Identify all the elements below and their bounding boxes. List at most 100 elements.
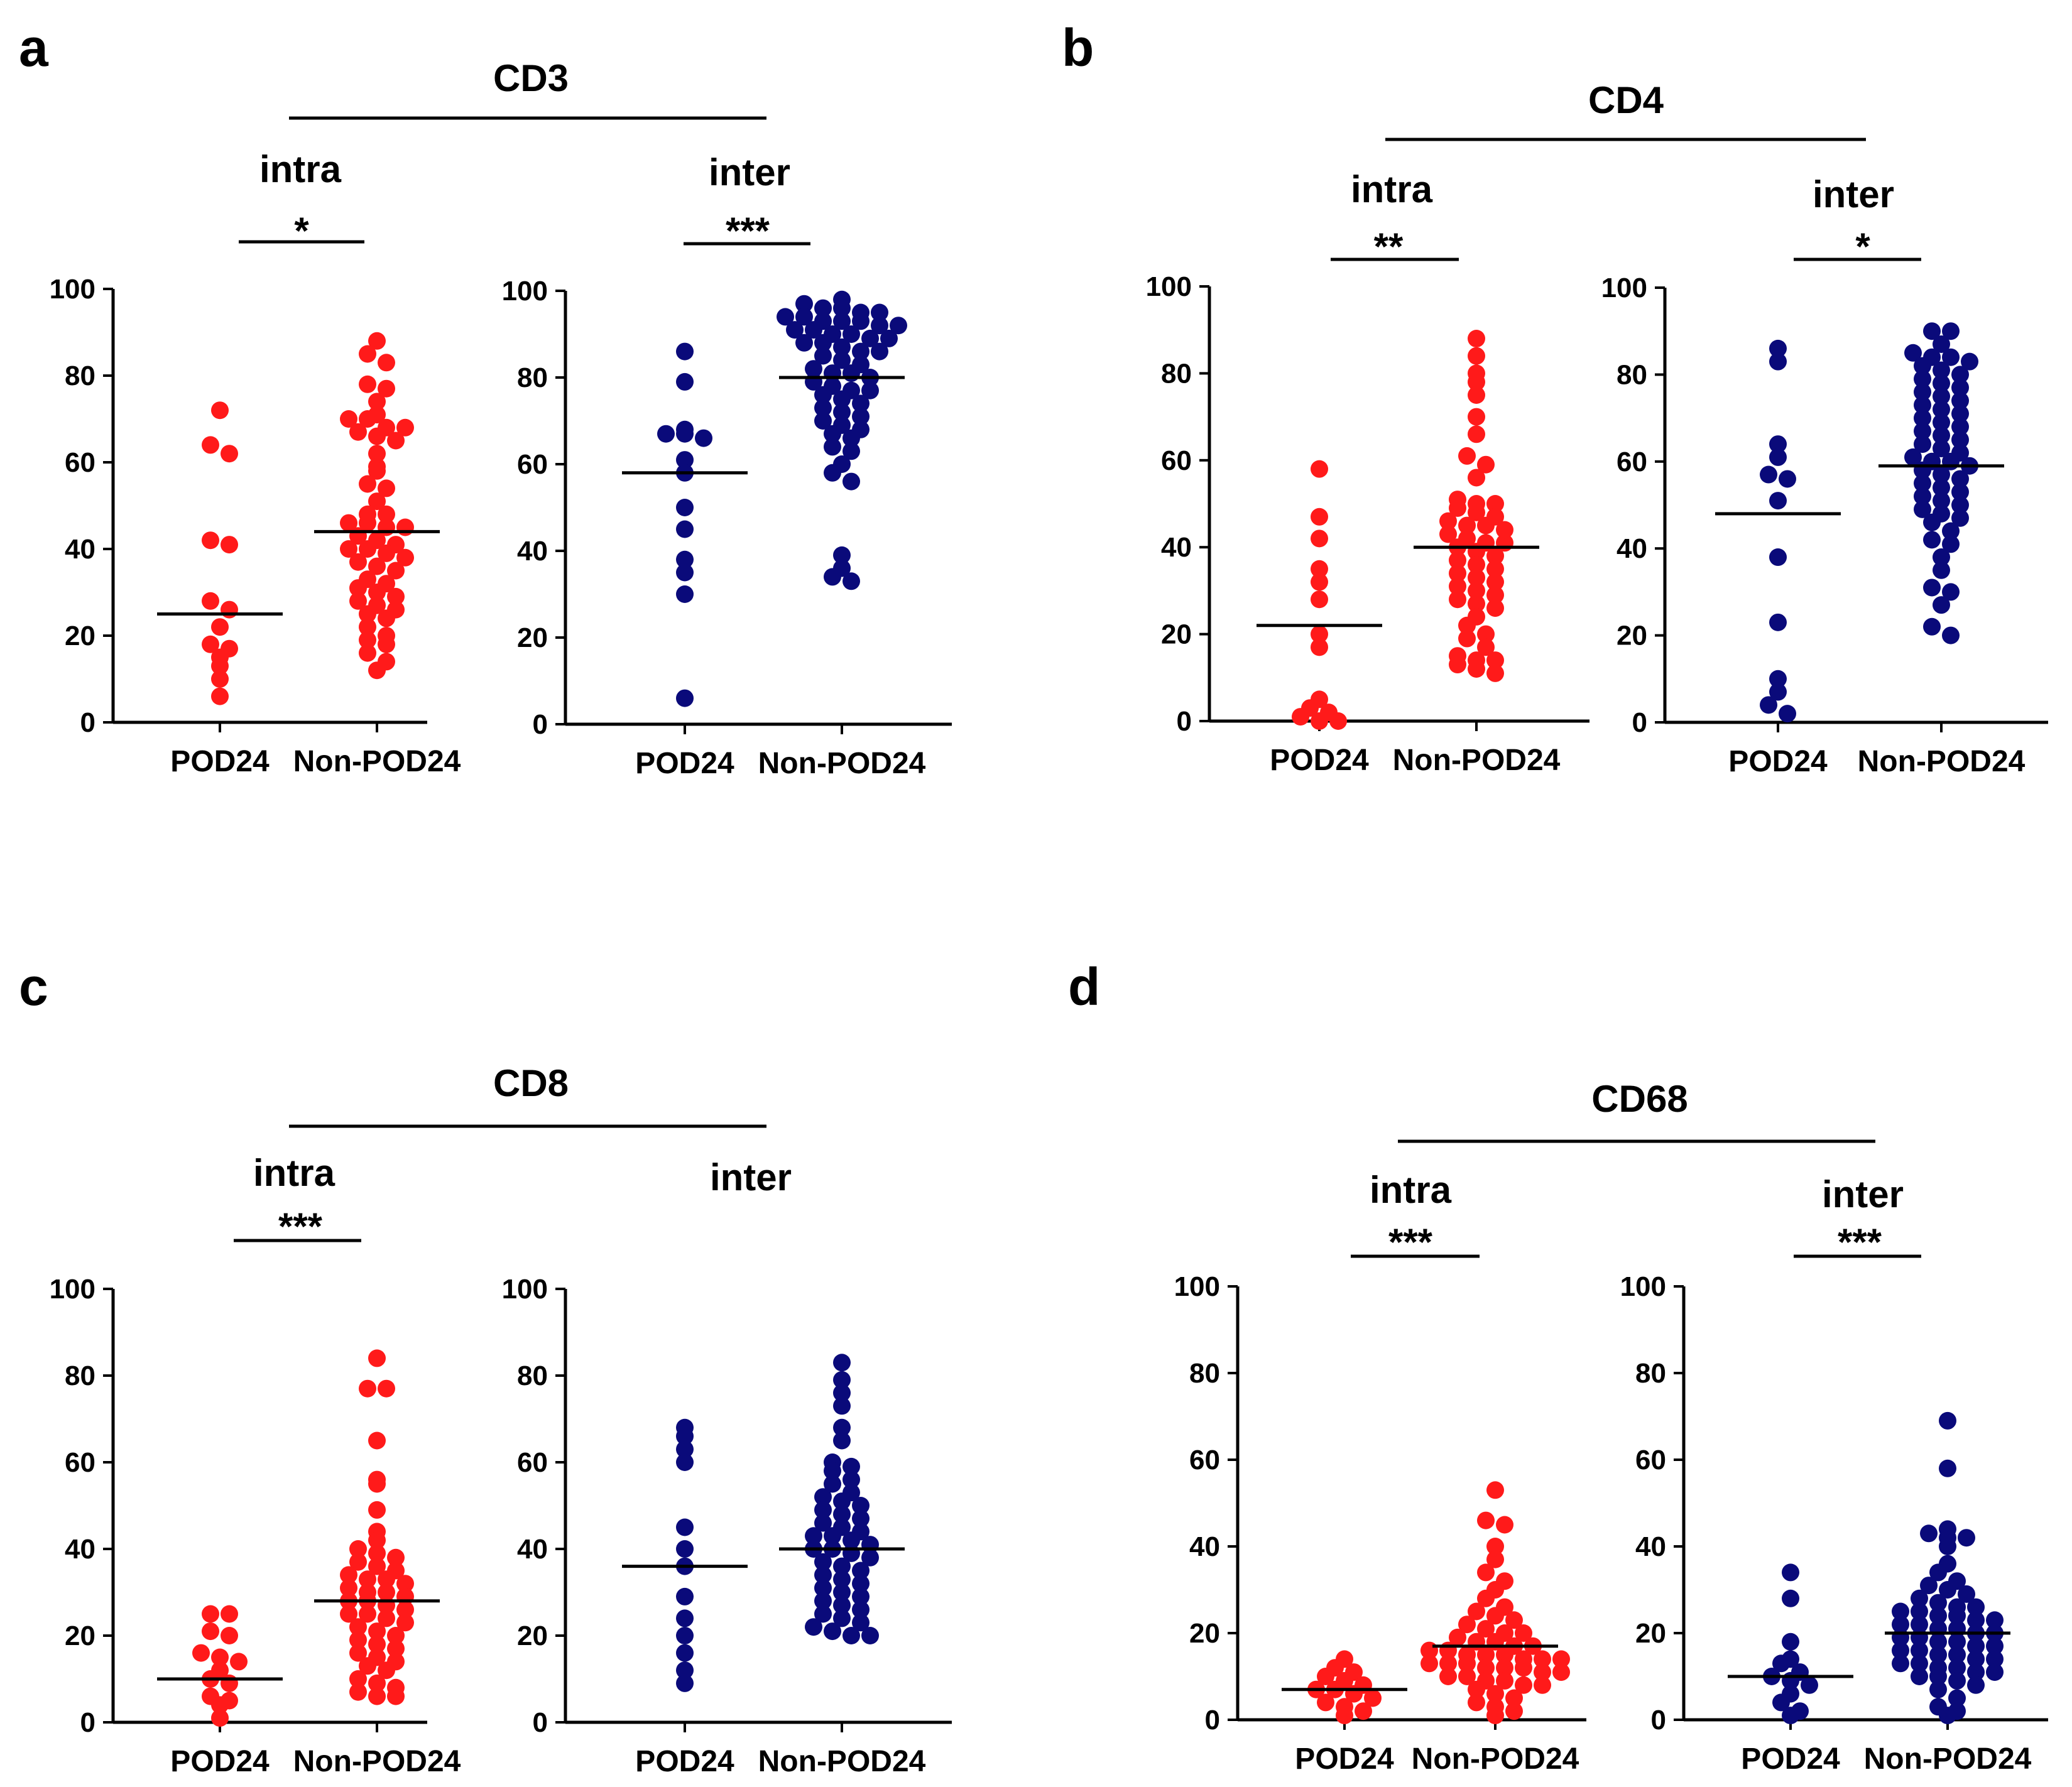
- significance-stars: *: [1855, 225, 1870, 268]
- data-point: [814, 1592, 832, 1610]
- data-point: [676, 451, 694, 469]
- data-point: [368, 1622, 386, 1641]
- y-tick-label: 100: [502, 1274, 548, 1305]
- data-point: [814, 412, 832, 430]
- y-tick-label: 60: [1617, 447, 1647, 477]
- data-point: [1911, 1654, 1928, 1673]
- data-point: [211, 1648, 229, 1666]
- data-point: [795, 295, 813, 313]
- data-point: [833, 1609, 851, 1627]
- data-point: [211, 401, 229, 420]
- data-point: [1892, 1641, 1909, 1659]
- data-point: [676, 1644, 694, 1662]
- data-point: [221, 1605, 238, 1623]
- data-point: [1486, 1550, 1504, 1568]
- data-point: [842, 364, 860, 383]
- data-point: [1914, 383, 1931, 401]
- data-point: [387, 587, 405, 606]
- data-point: [359, 618, 376, 636]
- data-point: [349, 553, 367, 571]
- data-point: [676, 1540, 694, 1558]
- data-point: [676, 1440, 694, 1458]
- data-point: [1769, 352, 1787, 371]
- data-point: [1948, 1671, 1966, 1690]
- data-point: [1951, 431, 1969, 449]
- data-point: [1967, 1611, 1985, 1629]
- data-point: [378, 1609, 395, 1627]
- data-point: [378, 1661, 395, 1680]
- y-tick-label: 100: [502, 276, 548, 307]
- data-point: [1942, 322, 1960, 340]
- data-point: [1914, 370, 1931, 388]
- data-point: [368, 1674, 386, 1692]
- data-point: [221, 445, 238, 463]
- data-point: [1939, 1411, 1956, 1430]
- data-point: [349, 1540, 367, 1558]
- data-point: [378, 354, 395, 372]
- significance-stars: **: [1374, 225, 1404, 268]
- data-point: [1951, 483, 1969, 501]
- y-tick-label: 60: [65, 447, 95, 478]
- data-point: [833, 338, 851, 356]
- data-point: [349, 1683, 367, 1701]
- data-point: [814, 299, 832, 317]
- data-point: [359, 475, 376, 493]
- data-point: [359, 644, 376, 662]
- data-point: [1552, 1663, 1570, 1681]
- data-point: [1515, 1624, 1532, 1642]
- data-point: [368, 1475, 386, 1493]
- data-point: [1311, 638, 1328, 656]
- data-point: [1311, 590, 1328, 609]
- data-point: [1942, 522, 1960, 540]
- data-point: [1914, 500, 1931, 518]
- region-label: inter: [709, 151, 790, 193]
- data-point: [1311, 508, 1328, 526]
- data-point: [349, 1631, 367, 1649]
- data-point: [1468, 1602, 1485, 1621]
- data-point: [349, 423, 367, 441]
- data-point: [1468, 595, 1485, 613]
- data-point: [349, 1670, 367, 1688]
- data-point: [1449, 1628, 1466, 1646]
- data-point: [814, 399, 832, 417]
- data-point: [1911, 1616, 1928, 1634]
- data-point: [396, 418, 414, 437]
- data-point: [1505, 1689, 1523, 1707]
- data-point: [359, 1570, 376, 1589]
- data-point: [805, 1618, 822, 1636]
- data-point: [1929, 1594, 1947, 1612]
- data-point: [1782, 1589, 1799, 1607]
- data-point: [795, 308, 813, 326]
- data-point: [1769, 435, 1787, 454]
- data-point: [1505, 1702, 1523, 1720]
- data-point: [1439, 525, 1457, 543]
- y-tick-label: 40: [517, 536, 548, 567]
- data-point: [1933, 465, 1950, 484]
- data-point: [368, 332, 386, 350]
- data-point: [1942, 535, 1960, 553]
- data-point: [1311, 560, 1328, 578]
- data-point: [1769, 613, 1787, 631]
- data-point: [676, 585, 694, 603]
- data-point: [814, 386, 832, 404]
- marker-title: CD8: [493, 1062, 569, 1104]
- data-point: [861, 329, 879, 347]
- data-point: [378, 505, 395, 523]
- data-point: [1468, 408, 1485, 426]
- data-point: [1967, 1676, 1985, 1694]
- data-point: [1951, 418, 1969, 436]
- data-point: [814, 1553, 832, 1571]
- data-point: [852, 394, 870, 413]
- data-point: [378, 1570, 395, 1589]
- y-tick-label: 40: [1635, 1531, 1666, 1562]
- data-point: [1961, 352, 1978, 371]
- data-point: [676, 689, 694, 707]
- data-point: [1769, 548, 1787, 567]
- data-point: [211, 687, 229, 705]
- data-point: [359, 410, 376, 428]
- data-point: [833, 546, 851, 564]
- data-point: [833, 1492, 851, 1511]
- data-point: [1933, 361, 1950, 379]
- data-point: [1486, 586, 1504, 604]
- x-category-label: POD24: [635, 747, 734, 780]
